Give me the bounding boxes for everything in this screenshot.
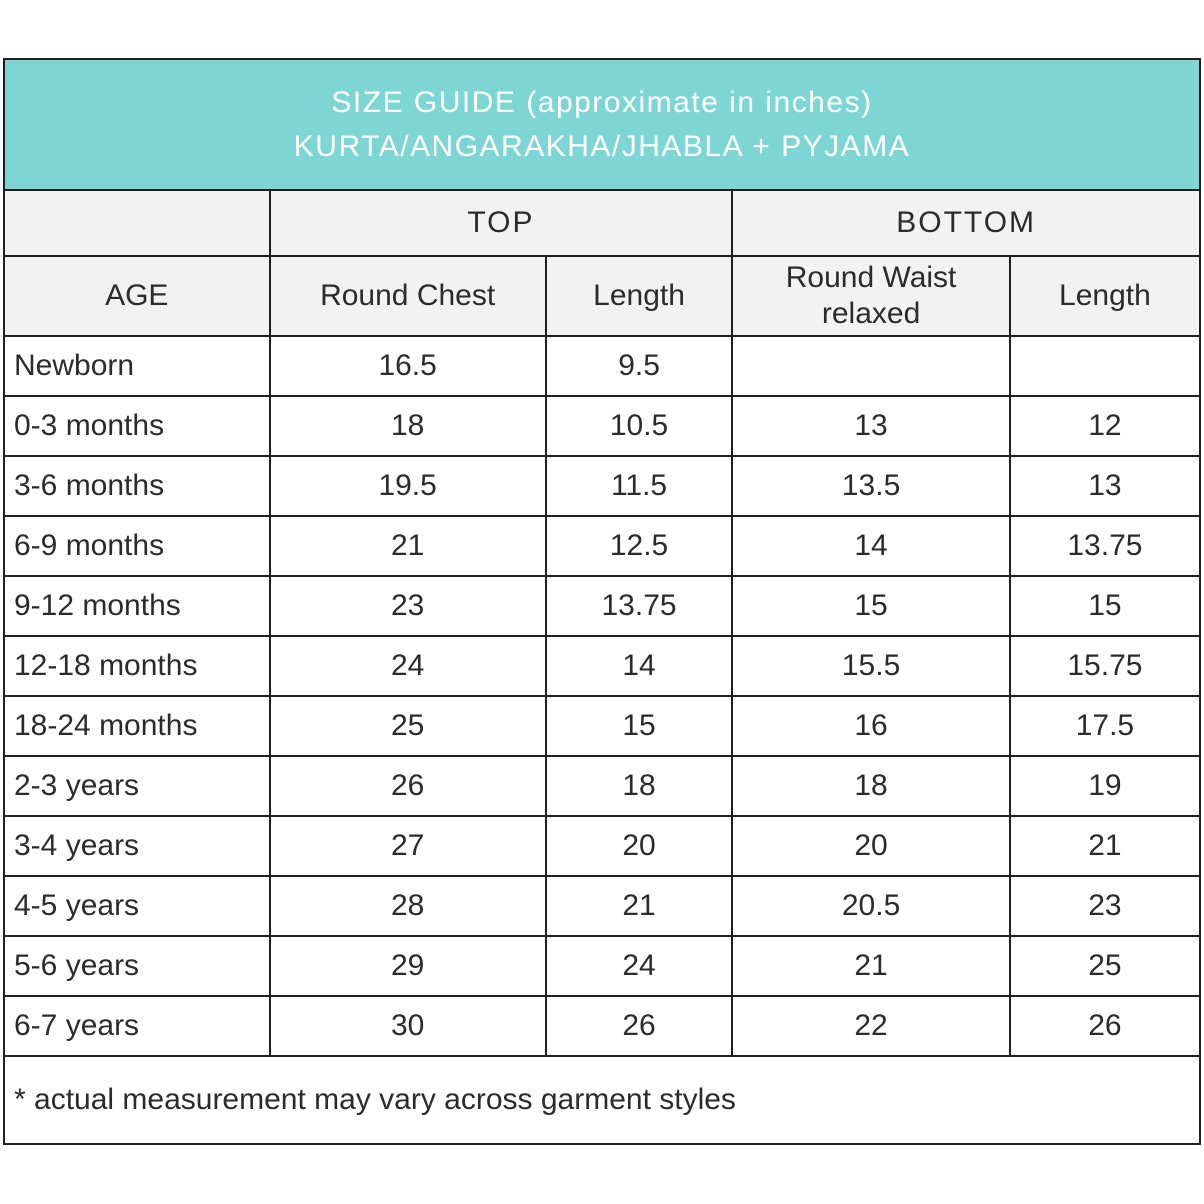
value-cell: 21 (1008, 815, 1202, 877)
table-row: 3-6 months 19.5 11.5 13.5 13 (3, 455, 1202, 517)
banner-title: SIZE GUIDE (approximate in inches) (331, 86, 873, 119)
age-cell: Newborn (3, 335, 271, 397)
banner: SIZE GUIDE (approximate in inches) KURTA… (3, 58, 1201, 191)
table-row: 18-24 months 25 15 16 17.5 (3, 695, 1202, 757)
age-cell: 6-7 years (3, 995, 271, 1057)
table-row: 5-6 years 29 24 21 25 (3, 935, 1202, 997)
value-cell: 14 (731, 515, 1011, 577)
value-cell: 22 (731, 995, 1011, 1057)
age-cell: 2-3 years (3, 755, 271, 817)
value-cell: 13 (731, 395, 1011, 457)
group-header-bottom: BOTTOM (731, 189, 1201, 257)
value-cell: 11.5 (544, 455, 734, 517)
table-row: 0-3 months 18 10.5 13 12 (3, 395, 1202, 457)
value-cell: 13 (1008, 455, 1202, 517)
group-header-row: TOP BOTTOM (3, 189, 1201, 257)
value-cell: 18 (731, 755, 1011, 817)
column-header-age: AGE (3, 255, 271, 337)
value-cell: 24 (268, 635, 547, 697)
value-cell: 28 (268, 875, 547, 937)
banner-row: SIZE GUIDE (approximate in inches) KURTA… (3, 58, 1201, 191)
age-cell: 12-18 months (3, 635, 271, 697)
column-header-top-length: Length (544, 255, 734, 337)
value-cell: 20 (544, 815, 734, 877)
value-cell: 18 (544, 755, 734, 817)
value-cell: 30 (268, 995, 547, 1057)
value-cell: 25 (1008, 935, 1202, 997)
value-cell: 12.5 (544, 515, 734, 577)
column-header-round-waist: Round Waist relaxed (731, 255, 1011, 337)
age-cell: 9-12 months (3, 575, 271, 637)
footnote-row: * actual measurement may vary across gar… (3, 1055, 1201, 1145)
value-cell: 15.5 (731, 635, 1011, 697)
value-cell: 16.5 (268, 335, 547, 397)
value-cell: 20 (731, 815, 1011, 877)
value-cell: 19.5 (268, 455, 547, 517)
value-cell: 26 (268, 755, 547, 817)
table-row: 4-5 years 28 21 20.5 23 (3, 875, 1202, 937)
value-cell: 21 (731, 935, 1011, 997)
table-row: 3-4 years 27 20 20 21 (3, 815, 1202, 877)
age-cell: 3-4 years (3, 815, 271, 877)
table-row: 2-3 years 26 18 18 19 (3, 755, 1202, 817)
age-cell: 4-5 years (3, 875, 271, 937)
value-cell: 27 (268, 815, 547, 877)
value-cell: 15 (731, 575, 1011, 637)
value-cell: 15 (544, 695, 734, 757)
value-cell (731, 335, 1011, 397)
value-cell: 26 (1008, 995, 1202, 1057)
value-cell: 16 (731, 695, 1011, 757)
age-cell: 0-3 months (3, 395, 271, 457)
value-cell: 15.75 (1008, 635, 1202, 697)
value-cell: 24 (544, 935, 734, 997)
group-header-top: TOP (268, 189, 734, 257)
value-cell: 29 (268, 935, 547, 997)
value-cell: 12 (1008, 395, 1202, 457)
banner-subtitle: KURTA/ANGARAKHA/JHABLA + PYJAMA (293, 129, 911, 163)
table-row: Newborn 16.5 9.5 (3, 335, 1202, 397)
group-header-empty (3, 189, 271, 257)
value-cell: 13.75 (544, 575, 734, 637)
value-cell (1008, 335, 1202, 397)
value-cell: 13.5 (731, 455, 1011, 517)
age-cell: 3-6 months (3, 455, 271, 517)
value-cell: 14 (544, 635, 734, 697)
value-cell: 21 (544, 875, 734, 937)
value-cell: 10.5 (544, 395, 734, 457)
size-guide-table: SIZE GUIDE (approximate in inches) KURTA… (3, 58, 1202, 1145)
value-cell: 23 (268, 575, 547, 637)
value-cell: 19 (1008, 755, 1202, 817)
value-cell: 13.75 (1008, 515, 1202, 577)
table-row: 12-18 months 24 14 15.5 15.75 (3, 635, 1202, 697)
table-row: 6-7 years 30 26 22 26 (3, 995, 1202, 1057)
column-header-round-chest: Round Chest (268, 255, 547, 337)
value-cell: 17.5 (1008, 695, 1202, 757)
value-cell: 15 (1008, 575, 1202, 637)
age-cell: 6-9 months (3, 515, 271, 577)
table-row: 9-12 months 23 13.75 15 15 (3, 575, 1202, 637)
value-cell: 23 (1008, 875, 1202, 937)
column-header-bottom-length: Length (1008, 255, 1202, 337)
table-row: 6-9 months 21 12.5 14 13.75 (3, 515, 1202, 577)
footnote: * actual measurement may vary across gar… (3, 1055, 1201, 1145)
value-cell: 21 (268, 515, 547, 577)
value-cell: 26 (544, 995, 734, 1057)
value-cell: 20.5 (731, 875, 1011, 937)
age-cell: 18-24 months (3, 695, 271, 757)
value-cell: 18 (268, 395, 547, 457)
age-cell: 5-6 years (3, 935, 271, 997)
column-header-row: AGE Round Chest Length Round Waist relax… (3, 255, 1202, 337)
value-cell: 25 (268, 695, 547, 757)
value-cell: 9.5 (544, 335, 734, 397)
